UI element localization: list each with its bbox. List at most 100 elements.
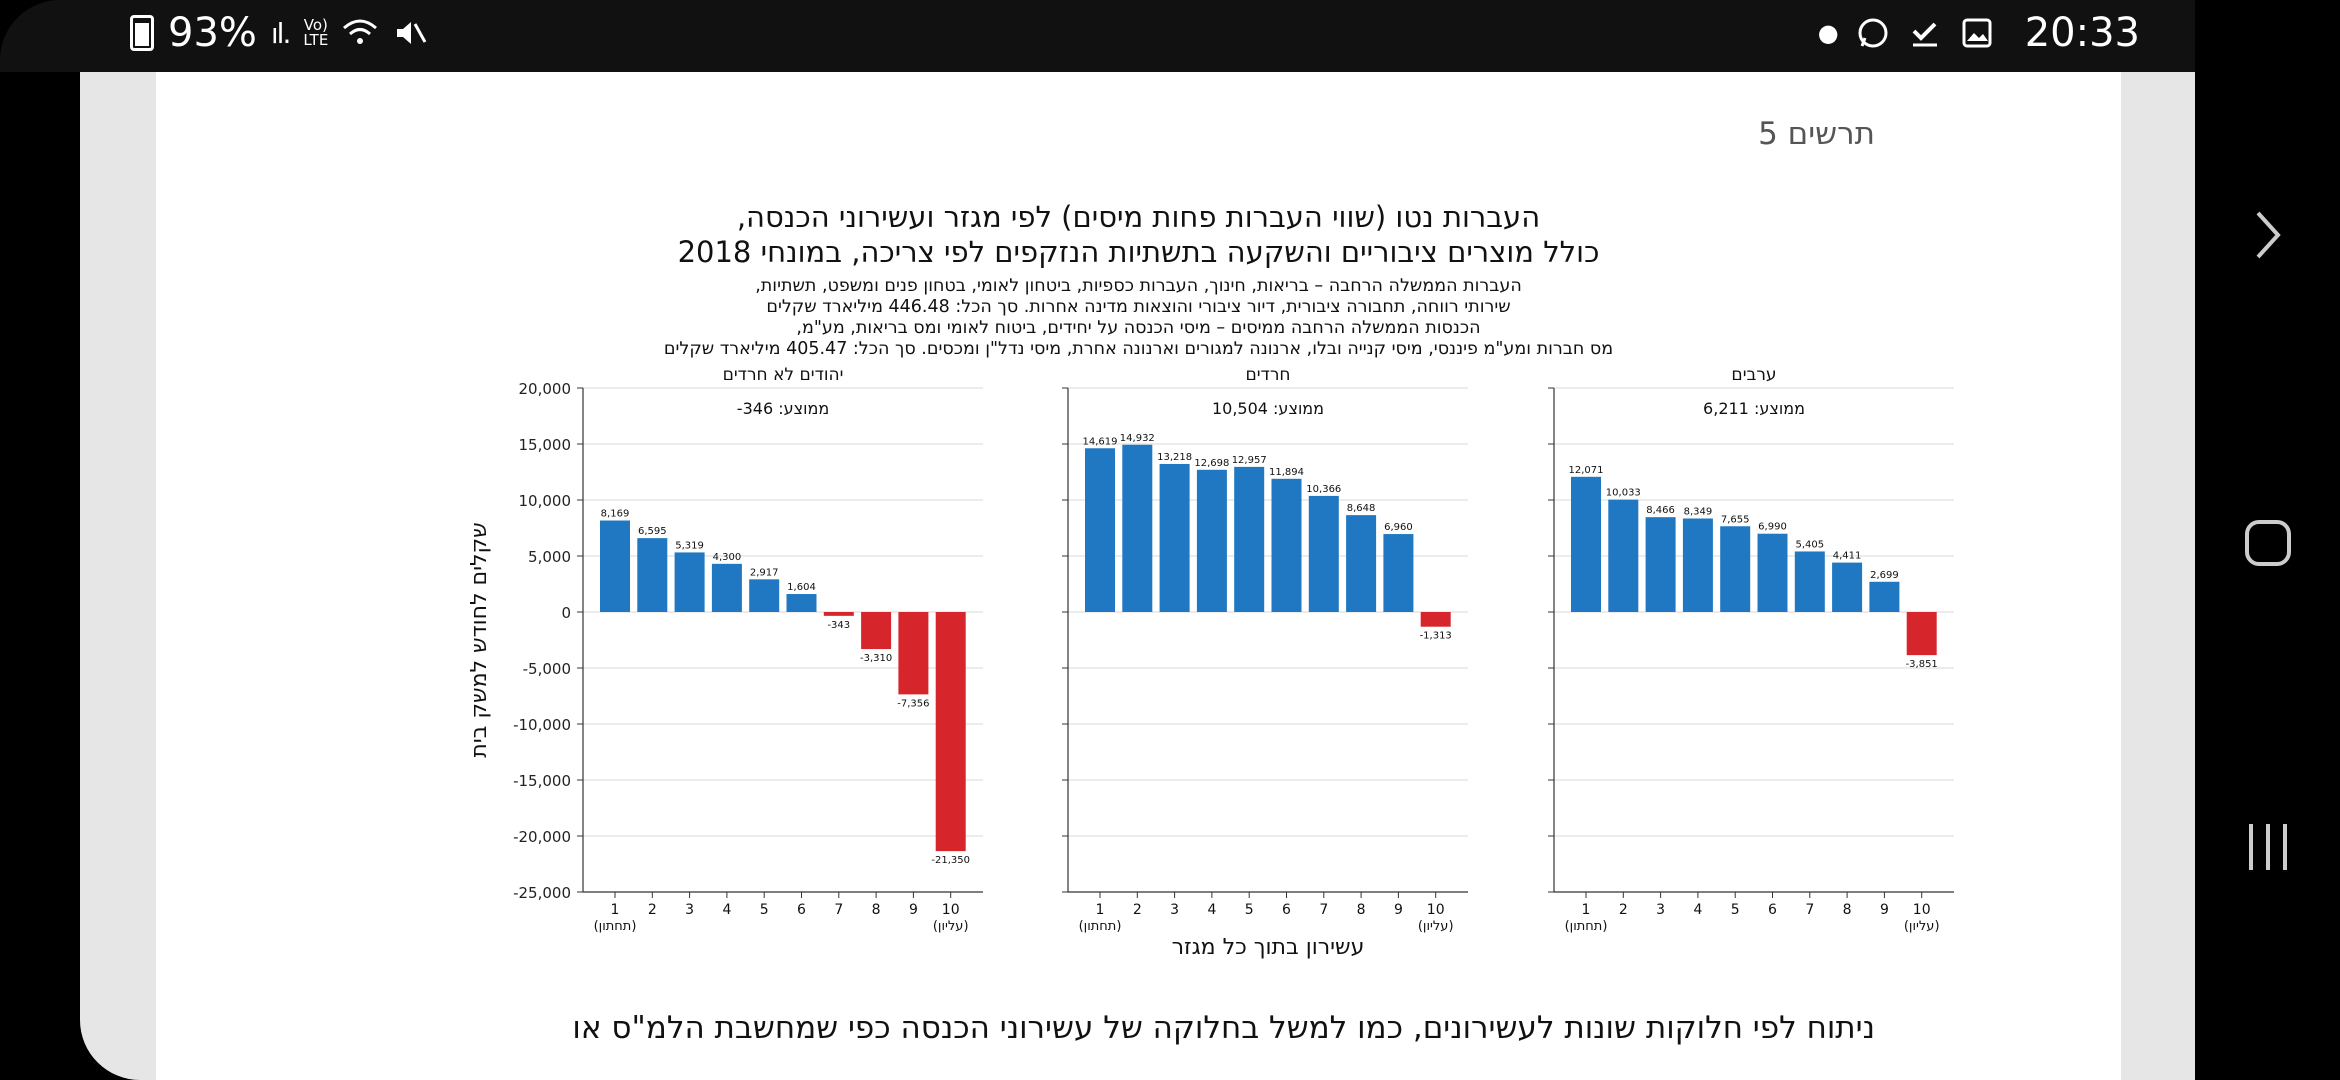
battery-percent: 93%	[168, 10, 257, 56]
x-tick-note-top: (עליון)	[1904, 919, 1940, 934]
y-tick-label: -5,000	[523, 660, 571, 678]
bar-value-label: 8,349	[1684, 506, 1713, 517]
bar-value-label: 11,894	[1269, 467, 1304, 478]
x-tick-label: 3	[1656, 902, 1665, 918]
bar	[1906, 612, 1937, 656]
x-tick-note-top: (עליון)	[1418, 919, 1454, 934]
y-tick-label: -20,000	[513, 828, 571, 846]
bar-value-label: 8,466	[1646, 505, 1675, 516]
bar-value-label: 4,300	[713, 552, 742, 563]
bar-value-label: 2,699	[1870, 570, 1899, 581]
bar	[711, 563, 742, 612]
chart-subtitle-3: הכנסות הממשלה הרחבה ממיסים – מיסי הכנסה …	[796, 318, 1481, 338]
gallery-icon	[1959, 15, 1995, 51]
bar	[786, 594, 817, 612]
bar-value-label: -3,310	[860, 653, 892, 664]
check-icon	[1907, 15, 1943, 51]
x-tick-label: 4	[1693, 902, 1702, 918]
bar	[637, 538, 668, 612]
x-tick-label: 3	[1170, 902, 1179, 918]
recents-button[interactable]	[2195, 820, 2340, 878]
chart-title-line2: כולל מוצרים ציבוריים והשקעה בתשתיות הנזק…	[677, 235, 1600, 269]
bar-value-label: 12,957	[1232, 455, 1267, 466]
x-tick-label: 6	[797, 902, 806, 918]
y-axis-label: שקלים לחודש למשק בית	[467, 522, 492, 757]
panel-title: ערבים	[1731, 365, 1776, 385]
bar	[1085, 448, 1115, 612]
bar-value-label: 12,071	[1569, 465, 1604, 476]
bar	[749, 579, 780, 612]
x-tick-label: 7	[834, 902, 843, 918]
bar-value-label: 10,033	[1606, 488, 1641, 499]
y-tick-label: 0	[561, 604, 571, 622]
bar-value-label: -7,356	[897, 698, 929, 709]
bar	[1608, 499, 1639, 612]
home-button[interactable]	[2195, 518, 2340, 572]
bar-value-label: 5,319	[675, 540, 704, 551]
x-tick-label: 3	[685, 902, 694, 918]
x-tick-note-top: (עליון)	[933, 919, 969, 934]
bar	[1122, 444, 1153, 612]
x-tick-label: 8	[872, 902, 881, 918]
forward-chevron-icon[interactable]	[2195, 205, 2340, 269]
x-tick-label: 1	[611, 902, 620, 918]
bar-value-label: 5,405	[1795, 539, 1824, 550]
bar	[1832, 562, 1863, 612]
bar	[1682, 518, 1713, 612]
x-tick-label: 2	[648, 902, 657, 918]
bar-value-label: 10,366	[1306, 484, 1341, 495]
bar	[600, 520, 630, 612]
x-tick-label: 10	[1913, 902, 1931, 918]
x-tick-label: 6	[1768, 902, 1777, 918]
bar-value-label: -21,350	[931, 855, 970, 866]
mute-icon	[392, 15, 428, 51]
x-tick-label: 7	[1805, 902, 1814, 918]
whatsapp-icon	[1855, 15, 1891, 51]
x-tick-label: 1	[1582, 902, 1591, 918]
y-tick-label: 15,000	[519, 436, 572, 454]
x-tick-label: 8	[1357, 902, 1366, 918]
clock: 20:33	[2024, 10, 2140, 56]
bar	[1720, 526, 1751, 612]
panel-average-label: ממוצע: 346-	[737, 399, 829, 418]
y-tick-label: 20,000	[519, 380, 572, 398]
x-tick-label: 9	[1394, 902, 1403, 918]
bar-value-label: 7,655	[1721, 514, 1750, 525]
x-tick-note-bottom: (תחתון)	[594, 919, 637, 934]
y-tick-label: -15,000	[513, 772, 571, 790]
bar-chart: 20,000 15,000 10,000 5,000 0 -5,000 -10,000 -15…	[467, 365, 1954, 960]
bar	[1346, 515, 1377, 612]
wifi-icon	[342, 15, 378, 51]
bar-value-label: -3,851	[1906, 659, 1938, 670]
navigation-bar	[2195, 0, 2340, 1080]
battery-icon	[130, 15, 154, 51]
bar	[1420, 612, 1451, 627]
x-tick-label: 4	[722, 902, 731, 918]
bar-value-label: 4,411	[1833, 551, 1862, 562]
dot-icon: ●	[1817, 19, 1839, 47]
x-tick-label: 4	[1207, 902, 1216, 918]
bar	[1645, 517, 1676, 612]
bar	[823, 612, 854, 616]
x-tick-label: 5	[1245, 902, 1254, 918]
bar-value-label: 8,169	[601, 509, 630, 520]
x-tick-label: 9	[1880, 902, 1889, 918]
signal-icon: ıl.	[270, 16, 292, 50]
bar	[898, 612, 929, 695]
document-page[interactable]: תרשים 5 העברות נטו (שווי העברות פחות מיס…	[156, 72, 2121, 1080]
x-axis-label: עשירון בתוך כל מגזר	[1172, 935, 1365, 960]
bar	[1308, 495, 1339, 612]
bar-value-label: 2,917	[750, 567, 779, 578]
panel-average-label: ממוצע: 6,211	[1703, 399, 1805, 418]
x-tick-label: 2	[1619, 902, 1628, 918]
figure-label: תרשים 5	[1758, 116, 1875, 152]
bar-value-label: 6,595	[638, 526, 667, 537]
y-tick-label: 10,000	[519, 492, 572, 510]
status-bar: 93% ıl. Vo) LTE ● 20:33	[0, 0, 2200, 72]
bar	[1271, 478, 1302, 612]
x-tick-label: 8	[1843, 902, 1852, 918]
bar-value-label: 14,932	[1120, 433, 1155, 444]
bar	[1234, 466, 1265, 612]
volte-icon: Vo) LTE	[303, 16, 329, 49]
bar	[1869, 581, 1900, 612]
